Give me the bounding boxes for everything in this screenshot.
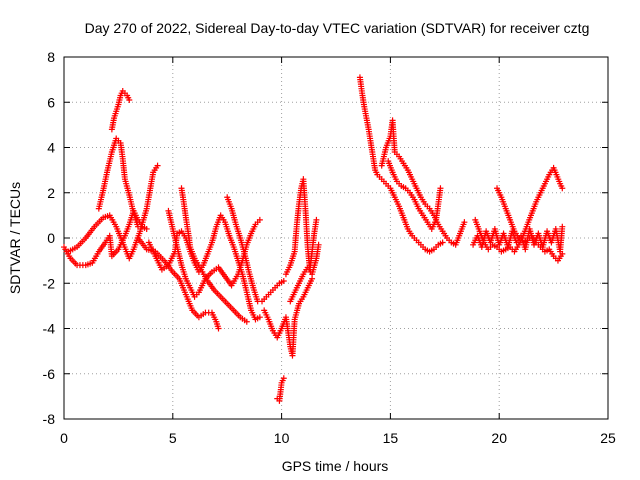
x-tick-label: 25	[600, 430, 616, 446]
data-point	[256, 314, 263, 321]
chart-title: Day 270 of 2022, Sidereal Day-to-day VTE…	[85, 20, 590, 36]
x-axis-label: GPS time / hours	[282, 458, 389, 474]
data-series	[65, 162, 161, 262]
data-point	[559, 250, 566, 257]
data-series	[178, 185, 250, 325]
data-series	[95, 135, 141, 230]
data-series	[385, 158, 444, 232]
data-point	[559, 185, 566, 192]
data-series	[274, 375, 287, 404]
y-tick-label: 2	[47, 185, 55, 201]
axis-ticks: 0 5 10 15 20 25 -8 -6 -4 -2 0 2 4 6 8	[43, 49, 616, 446]
data-series	[472, 164, 566, 255]
y-tick-label: -6	[43, 366, 56, 382]
data-series	[287, 241, 322, 305]
y-tick-label: 0	[47, 230, 55, 246]
data-point	[256, 216, 263, 223]
data-point	[313, 216, 320, 223]
x-tick-label: 0	[60, 430, 68, 446]
y-axis-label: SDTVAR / TECUs	[7, 182, 23, 294]
data-point	[243, 318, 250, 325]
data-point	[315, 241, 322, 248]
data-point	[439, 239, 446, 246]
data-point	[280, 375, 287, 382]
data-point	[280, 277, 287, 284]
data-points	[61, 74, 566, 404]
x-tick-label: 5	[169, 430, 177, 446]
data-series	[494, 185, 566, 264]
y-tick-label: 8	[47, 49, 55, 65]
data-series	[108, 87, 133, 133]
data-point	[461, 219, 468, 226]
data-series	[261, 275, 316, 359]
data-series	[224, 194, 287, 305]
x-tick-label: 15	[383, 430, 399, 446]
y-tick-label: -8	[43, 411, 56, 427]
data-point	[143, 225, 150, 232]
data-point	[215, 325, 222, 332]
data-series	[282, 176, 320, 278]
data-series	[378, 117, 468, 248]
data-point	[154, 162, 161, 169]
y-tick-label: 6	[47, 94, 55, 110]
data-point	[437, 185, 444, 192]
data-point	[126, 96, 133, 103]
data-series	[356, 74, 446, 255]
y-tick-label: -2	[43, 275, 56, 291]
y-tick-label: 4	[47, 140, 55, 156]
x-tick-label: 20	[491, 430, 507, 446]
y-tick-label: -4	[43, 321, 56, 337]
data-point	[559, 223, 566, 230]
x-tick-label: 10	[274, 430, 290, 446]
